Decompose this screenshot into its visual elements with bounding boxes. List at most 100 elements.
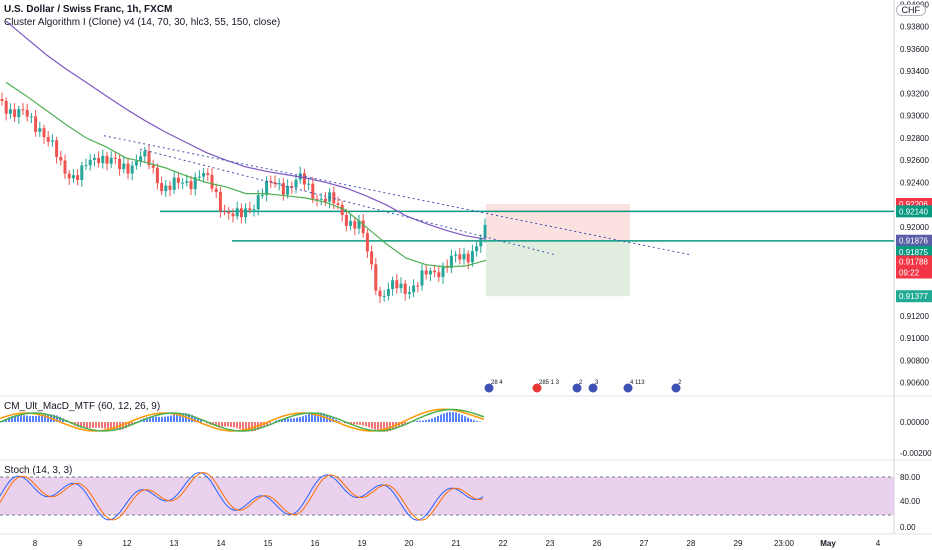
macd-histogram-bar bbox=[89, 422, 91, 428]
macd-histogram-bar bbox=[233, 422, 235, 428]
macd-histogram-bar bbox=[98, 422, 100, 428]
candle-body bbox=[336, 203, 340, 205]
macd-histogram-bar bbox=[215, 422, 217, 427]
candle-body bbox=[256, 195, 260, 210]
candle-body bbox=[260, 195, 264, 197]
macd-histogram-bar bbox=[407, 422, 409, 423]
event-count: 3 bbox=[595, 380, 599, 386]
macd-histogram-bar bbox=[305, 415, 307, 422]
stoch-title: Stoch (14, 3, 3) bbox=[4, 465, 73, 476]
macd-histogram-bar bbox=[470, 419, 472, 422]
candle-body bbox=[113, 157, 117, 159]
candle-body bbox=[80, 165, 84, 181]
candle-body bbox=[433, 270, 437, 273]
macd-histogram-bar bbox=[458, 413, 460, 422]
macd-histogram-bar bbox=[125, 422, 127, 429]
macd-histogram-bar bbox=[377, 422, 379, 431]
candle-body bbox=[479, 237, 483, 247]
macd-histogram-bar bbox=[449, 412, 451, 422]
price-tick-label: 0.90800 bbox=[900, 356, 929, 365]
candle-body bbox=[475, 246, 479, 252]
candle-body bbox=[71, 175, 75, 179]
time-tick-label: 21 bbox=[452, 539, 461, 548]
macd-histogram-bar bbox=[476, 421, 478, 422]
candle-body bbox=[424, 270, 428, 275]
take-profit-zone bbox=[486, 240, 630, 297]
macd-histogram-bar bbox=[434, 417, 436, 422]
time-tick-label: 26 bbox=[593, 539, 602, 548]
candle-body bbox=[386, 289, 390, 296]
candle-body bbox=[269, 180, 273, 183]
candle-body bbox=[92, 157, 96, 160]
candle-body bbox=[168, 185, 172, 190]
candle-body bbox=[466, 253, 470, 263]
candle-body bbox=[470, 251, 474, 263]
candle-body bbox=[206, 172, 210, 175]
candle-body bbox=[8, 109, 12, 114]
macd-histogram-bar bbox=[383, 422, 385, 432]
macd-histogram-bar bbox=[92, 422, 94, 428]
time-tick-label: 16 bbox=[311, 539, 320, 548]
macd-histogram-bar bbox=[8, 417, 10, 422]
stop-loss-zone bbox=[486, 204, 630, 241]
price-tick-label: 0.91200 bbox=[900, 312, 929, 321]
candle-body bbox=[160, 183, 164, 192]
macd-histogram-bar bbox=[338, 421, 340, 422]
time-tick-label: 15 bbox=[264, 539, 273, 548]
candle-body bbox=[38, 128, 42, 132]
candle-body bbox=[42, 128, 46, 138]
candle-body bbox=[428, 270, 432, 275]
candle-body bbox=[118, 158, 122, 170]
macd-histogram-bar bbox=[113, 422, 115, 431]
candle-body bbox=[172, 177, 176, 190]
macd-histogram-bar bbox=[413, 421, 415, 422]
candle-body bbox=[319, 198, 323, 200]
candle-body bbox=[59, 157, 63, 161]
trendline-lower bbox=[139, 148, 556, 256]
candle-body bbox=[193, 177, 197, 190]
price-badge-label: 0.92140 bbox=[899, 207, 928, 216]
macd-histogram-bar bbox=[170, 415, 172, 422]
us-flag-icon bbox=[571, 382, 583, 394]
candle-body bbox=[139, 156, 143, 162]
time-tick-label: 27 bbox=[640, 539, 649, 548]
macd-histogram-bar bbox=[17, 415, 19, 422]
ch-flag-icon bbox=[531, 382, 543, 394]
event-count: 2 bbox=[678, 380, 682, 386]
candle-body bbox=[311, 183, 315, 199]
candle-body bbox=[365, 233, 369, 252]
macd-histogram-bar bbox=[437, 415, 439, 422]
macd-histogram-bar bbox=[194, 416, 196, 422]
candle-body bbox=[122, 163, 126, 170]
macd-histogram-bar bbox=[263, 422, 265, 427]
macd-histogram-bar bbox=[56, 415, 58, 422]
macd-histogram-bar bbox=[404, 422, 406, 424]
candle-body bbox=[239, 208, 243, 218]
candle-body bbox=[252, 209, 256, 211]
currency-button[interactable]: CHF bbox=[895, 4, 926, 16]
price-tick-label: 0.91000 bbox=[900, 334, 929, 343]
macd-histogram-bar bbox=[440, 414, 442, 422]
candle-body bbox=[63, 160, 67, 174]
candle-body bbox=[76, 175, 80, 181]
candle-body bbox=[231, 213, 235, 217]
candle-body bbox=[0, 99, 4, 101]
macd-histogram-bar bbox=[230, 422, 232, 427]
price-tick-label: 0.93600 bbox=[900, 45, 929, 54]
price-badge-label: 0.91875 bbox=[899, 248, 928, 257]
macd-histogram-bar bbox=[179, 413, 181, 422]
macd-histogram-bar bbox=[128, 422, 130, 427]
candle-body bbox=[248, 208, 252, 211]
candle-body bbox=[34, 116, 38, 132]
macd-histogram-bar bbox=[464, 416, 466, 422]
price-tick-label: 0.90600 bbox=[900, 379, 929, 388]
macd-histogram-bar bbox=[155, 416, 157, 422]
macd-histogram-bar bbox=[389, 422, 391, 432]
macd-title: CM_Ult_MacD_MTF (60, 12, 26, 9) bbox=[4, 401, 161, 412]
candle-body bbox=[29, 116, 33, 118]
slow-ma-line bbox=[5, 20, 487, 240]
macd-histogram-bar bbox=[311, 413, 313, 422]
candle-body bbox=[349, 221, 353, 226]
macd-histogram-bar bbox=[152, 416, 154, 422]
